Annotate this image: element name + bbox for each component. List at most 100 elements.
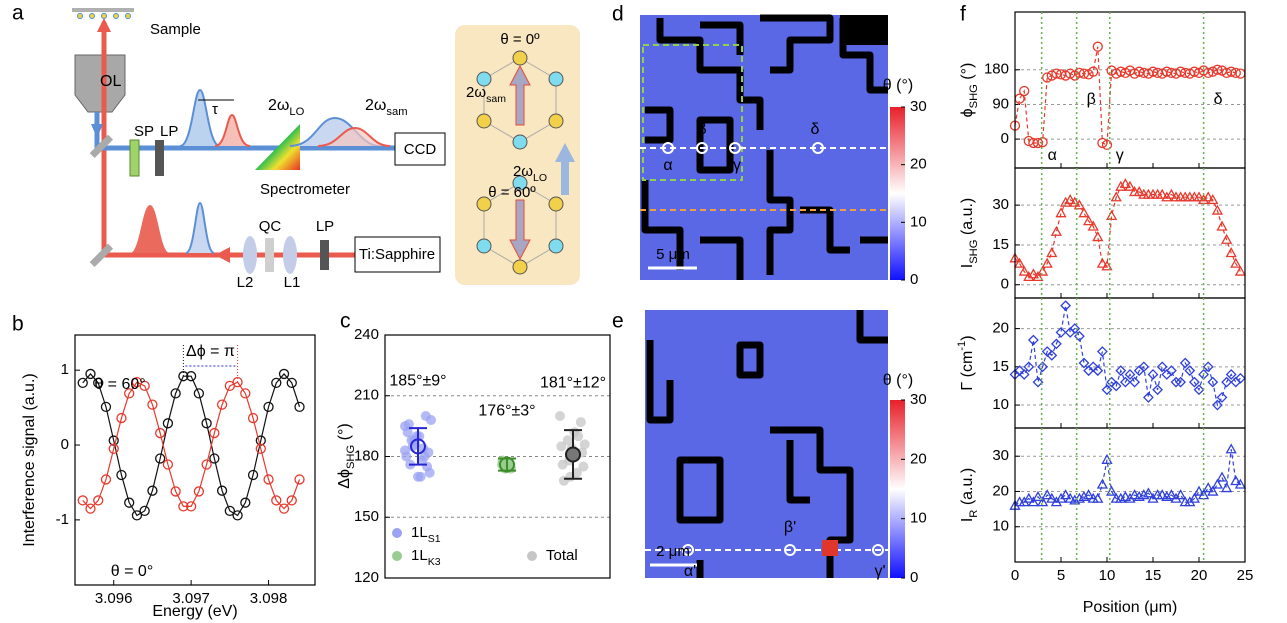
y-tick-label: 30 <box>992 196 1009 213</box>
subscript: sam <box>386 106 407 118</box>
y-tick-label: 15 <box>992 358 1009 375</box>
arrow <box>215 247 230 263</box>
data-point <box>425 468 435 478</box>
colorbar-tick-label: 10 <box>910 213 927 230</box>
colorbar <box>890 107 905 280</box>
point-label: β <box>697 121 706 138</box>
colorbar-tick-label: 0 <box>910 569 918 586</box>
quartz-crystal <box>265 238 274 272</box>
data-line <box>1015 306 1240 405</box>
diagram-label: L2 <box>237 274 254 291</box>
x-tick-label: 5 <box>1057 567 1065 584</box>
diagram-label: Ti:Sapphire <box>359 246 435 263</box>
data-point <box>413 472 423 482</box>
label-part: 2ω <box>268 97 289 114</box>
point-label: γ' <box>874 563 885 580</box>
diagram-label: LP <box>160 123 178 140</box>
label-part: (a.u.) <box>959 468 976 510</box>
y-tick-label: 210 <box>354 387 379 404</box>
y-tick-label: 150 <box>354 508 379 525</box>
label-part: 2ω <box>466 84 486 101</box>
mean-point <box>566 447 580 461</box>
y-tick-label: 10 <box>992 396 1009 413</box>
diagram-label: 2ωLO <box>268 97 305 118</box>
diagram-label: 2ωsam <box>365 97 408 118</box>
hotspot <box>822 540 838 556</box>
label-part: 1L <box>411 524 428 541</box>
data-point <box>1218 393 1227 402</box>
subscript: SHG <box>968 84 980 108</box>
point-label: γ <box>733 157 741 174</box>
plot-frame <box>1015 298 1245 428</box>
data-point <box>1080 209 1089 217</box>
label-part: (a.u.) <box>959 198 976 240</box>
y-tick-label: -1 <box>56 511 69 528</box>
map-e <box>645 310 905 578</box>
diagram-label: Sample <box>150 21 201 38</box>
panel-label: c <box>340 310 351 333</box>
x-tick-label: 15 <box>1145 567 1162 584</box>
colorbar-tick-label: 20 <box>910 156 927 173</box>
subscript: K3 <box>428 556 441 568</box>
y-tick-label: 20 <box>992 482 1009 499</box>
marker-label: β <box>1087 91 1096 108</box>
sam-pulse <box>215 115 250 146</box>
mean-label: 176°±3° <box>478 403 535 420</box>
arrow <box>91 124 103 138</box>
legend-label: 1LS1 <box>411 524 441 545</box>
colorbar-tick-label: 30 <box>910 98 927 115</box>
y-tick-label: 1 <box>61 361 69 378</box>
subscript: SHG <box>968 240 980 264</box>
subscript: LO <box>533 172 547 184</box>
arrow <box>97 18 111 32</box>
data-point <box>400 445 410 455</box>
diagram-label: θ = 0º <box>500 31 540 48</box>
x-tick-label: 0 <box>1011 567 1019 584</box>
label-part: 1L <box>411 547 428 564</box>
map-d <box>640 15 905 280</box>
marker-label: γ <box>1116 147 1124 164</box>
diagram-label: CCD <box>404 141 437 158</box>
diagram-label: OL <box>100 73 121 90</box>
long-pass-filter <box>320 240 329 270</box>
y-axis-label: Γ (cm-1) <box>956 335 976 390</box>
colorbar-tick-label: 0 <box>910 271 918 288</box>
data-point <box>1047 248 1056 256</box>
legend-label: 1LK3 <box>411 547 441 568</box>
diagram-label: Spectrometer <box>260 181 350 198</box>
sample-plate <box>72 8 134 12</box>
diagram-label: QC <box>259 218 282 235</box>
subscript: sam <box>486 93 506 105</box>
panel-label: e <box>612 310 624 333</box>
y-tick-label: 180 <box>354 447 379 464</box>
data-point <box>559 476 569 486</box>
x-tick-label: 10 <box>1099 567 1116 584</box>
point-label: β' <box>784 519 796 536</box>
data-point <box>1222 483 1231 491</box>
y-axis-label: ISHG (a.u.) <box>959 198 980 269</box>
mean-label: 185°±9° <box>389 372 446 389</box>
data-point <box>426 415 436 425</box>
diagram-label: θ = 60º <box>488 184 536 201</box>
panel-label: d <box>612 3 624 26</box>
y-axis-label: ϕSHG (°) <box>959 63 980 118</box>
colorbar-title: θ (°) <box>883 372 913 389</box>
label-part: (°) <box>336 423 353 445</box>
panel-label: f <box>960 3 966 26</box>
diagram-label: SP <box>134 123 154 140</box>
diagram-label: LP <box>316 218 334 235</box>
y-tick-label: 0 <box>1001 130 1009 147</box>
colorbar-tick-label: 20 <box>910 450 927 467</box>
data-point <box>580 439 590 449</box>
data-line <box>1015 47 1240 145</box>
label-part: (°) <box>959 63 976 85</box>
lo-pulse <box>180 90 220 146</box>
y-tick-label: 10 <box>992 518 1009 535</box>
annotation: Δϕ = π <box>186 343 235 360</box>
label-part: 2ω <box>365 97 386 114</box>
setup-diagram <box>72 8 580 285</box>
series-label: θ = 60° <box>94 376 145 393</box>
legend-label: Total <box>546 547 578 564</box>
blue-pulse <box>186 203 214 253</box>
y-axis-label: ΔϕSHG (°) <box>336 423 357 488</box>
